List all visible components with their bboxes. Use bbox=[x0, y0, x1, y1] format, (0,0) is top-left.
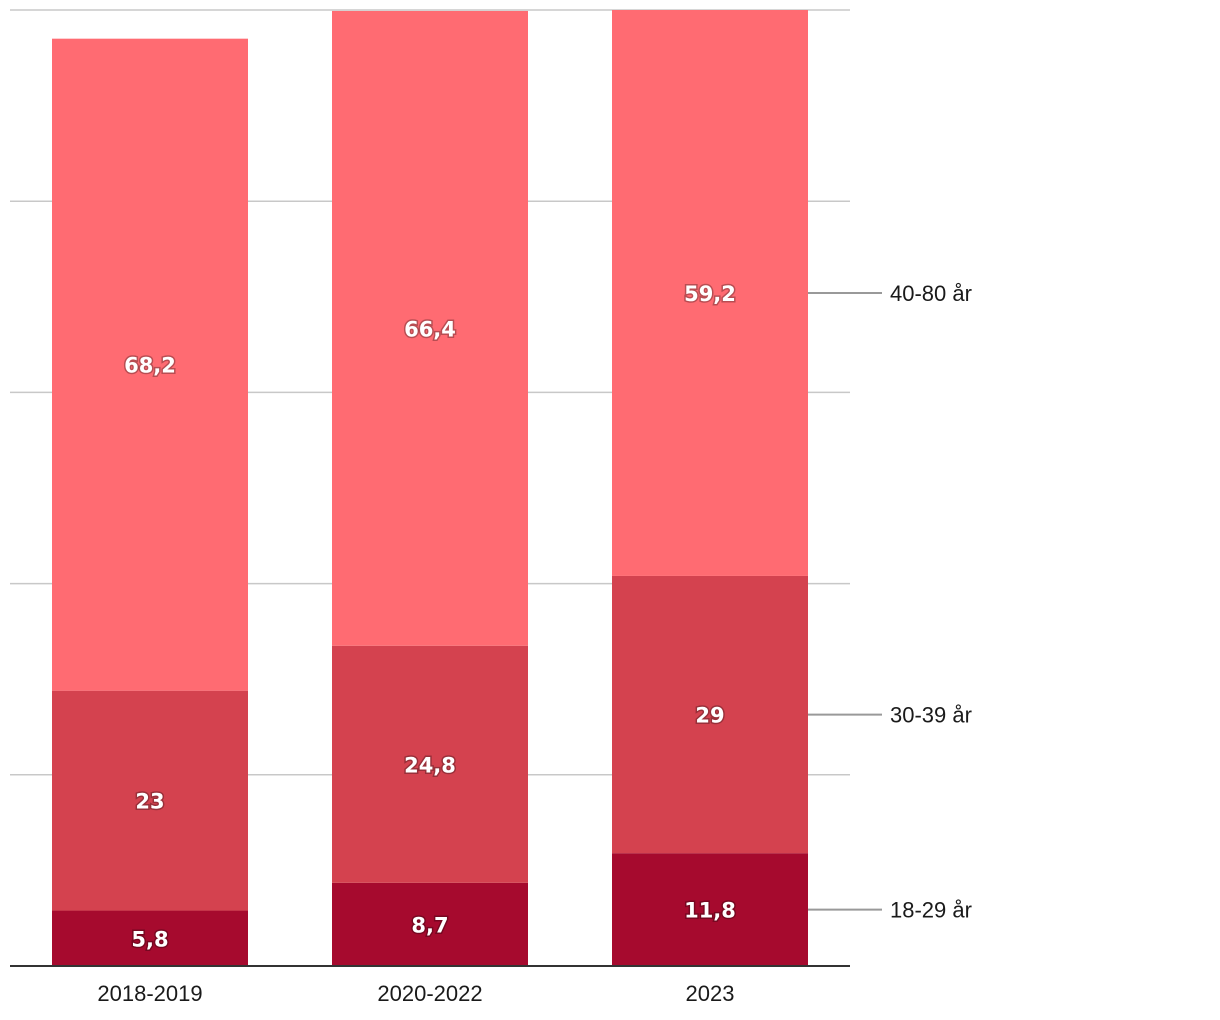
legend-label: 30-39 år bbox=[890, 703, 972, 728]
bar-segment-2020-2022-30-39 år bbox=[332, 645, 528, 883]
bar-segment-2023-18-29 år bbox=[612, 853, 808, 966]
x-axis-tick-labels: 2018-2019 2020-2022 2023 bbox=[97, 981, 734, 1006]
data-label: 59,2 bbox=[684, 282, 736, 306]
bar-segment-2023-40-80 år bbox=[612, 10, 808, 576]
legend-label: 18-29 år bbox=[890, 898, 972, 923]
bar-segment-2020-2022-18-29 år bbox=[332, 882, 528, 966]
bar-segment-2018-2019-18-29 år bbox=[52, 910, 248, 966]
bars bbox=[52, 10, 808, 966]
x-tick-label: 2023 bbox=[686, 981, 735, 1006]
data-label: 23 bbox=[135, 790, 164, 814]
data-label: 5,8 bbox=[131, 927, 168, 951]
data-label: 68,2 bbox=[124, 354, 176, 378]
bar-segment-2023-30-39 år bbox=[612, 575, 808, 854]
data-label: 66,4 bbox=[404, 317, 456, 341]
data-label: 24,8 bbox=[404, 753, 456, 777]
bar-segment-2018-2019-40-80 år bbox=[52, 38, 248, 691]
data-label: 8,7 bbox=[411, 913, 448, 937]
bar-segment-2020-2022-40-80 år bbox=[332, 10, 528, 646]
data-label: 11,8 bbox=[684, 899, 736, 923]
x-tick-label: 2020-2022 bbox=[377, 981, 482, 1006]
legend-label: 40-80 år bbox=[890, 281, 972, 306]
data-label: 29 bbox=[695, 704, 724, 728]
segment-labels: 5,8 23 68,2 8,7 24,8 66,4 11,8 29 59,2 bbox=[123, 280, 738, 952]
legend: 18-29 år 30-39 år 40-80 år bbox=[808, 281, 972, 923]
bar-segment-2018-2019-30-39 år bbox=[52, 690, 248, 911]
x-tick-label: 2018-2019 bbox=[97, 981, 202, 1006]
